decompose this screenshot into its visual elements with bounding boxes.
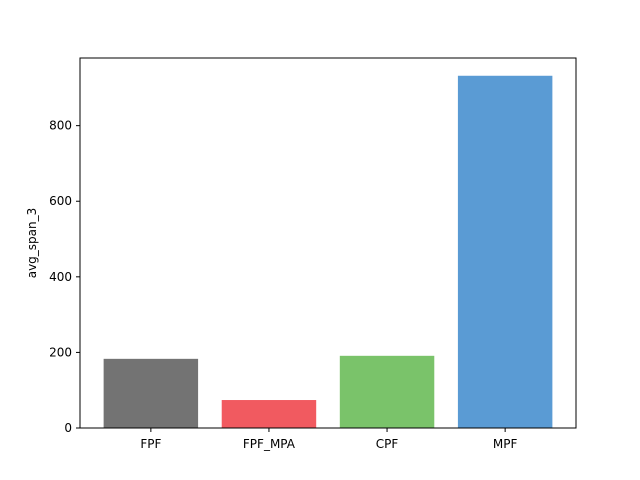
x-tick-label: FPF_MPA bbox=[243, 437, 296, 451]
y-tick-label: 400 bbox=[49, 270, 72, 284]
x-tick-label: MPF bbox=[493, 437, 518, 451]
bar-fpf bbox=[103, 358, 199, 428]
y-tick-label: 0 bbox=[64, 421, 72, 435]
bar-cpf bbox=[339, 355, 435, 428]
bars bbox=[103, 75, 553, 428]
x-tick-label: FPF bbox=[140, 437, 161, 451]
y-axis-label: avg_span_3 bbox=[25, 208, 39, 279]
x-axis-ticks: FPF FPF_MPA CPF MPF bbox=[140, 428, 517, 451]
y-axis-ticks: 0 200 400 600 800 bbox=[49, 119, 80, 435]
y-tick-label: 800 bbox=[49, 119, 72, 133]
bar-fpf-mpa bbox=[221, 400, 317, 428]
bar-mpf bbox=[457, 75, 553, 428]
y-tick-label: 600 bbox=[49, 194, 72, 208]
y-tick-label: 200 bbox=[49, 345, 72, 359]
x-tick-label: CPF bbox=[376, 437, 399, 451]
plot-frame bbox=[79, 57, 577, 429]
